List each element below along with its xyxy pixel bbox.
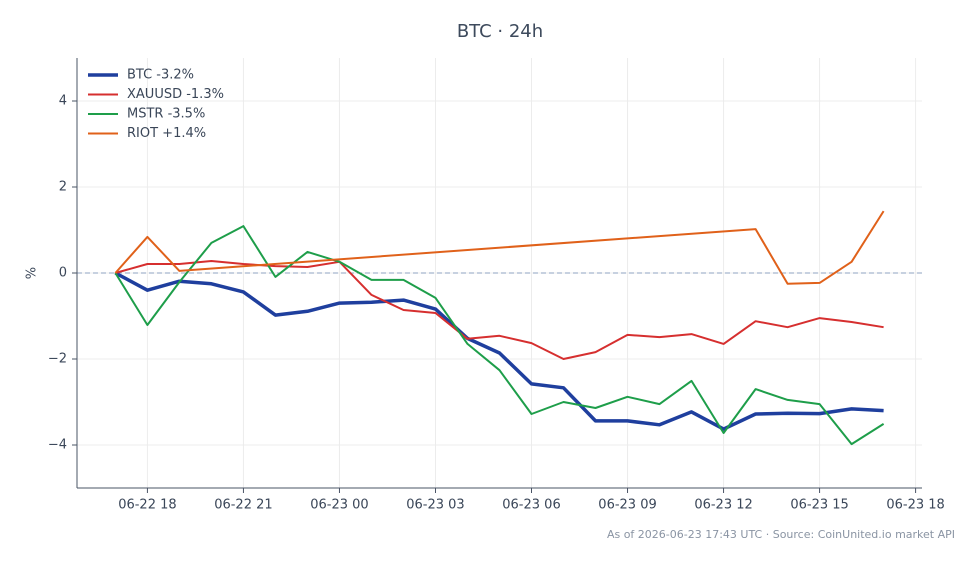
- x-tick-label: 06-23 15: [790, 498, 848, 513]
- y-axis-label: %: [25, 267, 40, 279]
- y-tick-label: −2: [48, 352, 67, 367]
- legend-label: BTC -3.2%: [127, 68, 194, 83]
- legend-label: RIOT +1.4%: [127, 126, 206, 141]
- series-line: [115, 260, 884, 360]
- x-tick-label: 06-23 09: [598, 498, 656, 513]
- legend-label: XAUUSD -1.3%: [127, 87, 224, 102]
- footnote: As of 2026-06-23 17:43 UTC · Source: Coi…: [607, 528, 955, 541]
- y-tick-label: 0: [59, 266, 67, 281]
- series-line: [114, 225, 885, 446]
- x-tick-label: 06-23 12: [694, 498, 752, 513]
- x-tick-label: 06-23 03: [406, 498, 464, 513]
- x-tick-label: 06-23 00: [310, 498, 368, 513]
- y-tick-label: 4: [59, 94, 67, 109]
- legend-label: MSTR -3.5%: [127, 107, 205, 122]
- series-line: [114, 210, 885, 285]
- x-tick-label: 06-22 21: [214, 498, 272, 513]
- x-tick-label: 06-22 18: [118, 498, 176, 513]
- y-tick-label: 2: [59, 180, 67, 195]
- y-tick-label: −4: [48, 438, 67, 453]
- chart-title: BTC · 24h: [457, 21, 543, 42]
- x-tick-label: 06-23 18: [886, 498, 944, 513]
- series-line: [114, 271, 884, 431]
- x-tick-label: 06-23 06: [502, 498, 560, 513]
